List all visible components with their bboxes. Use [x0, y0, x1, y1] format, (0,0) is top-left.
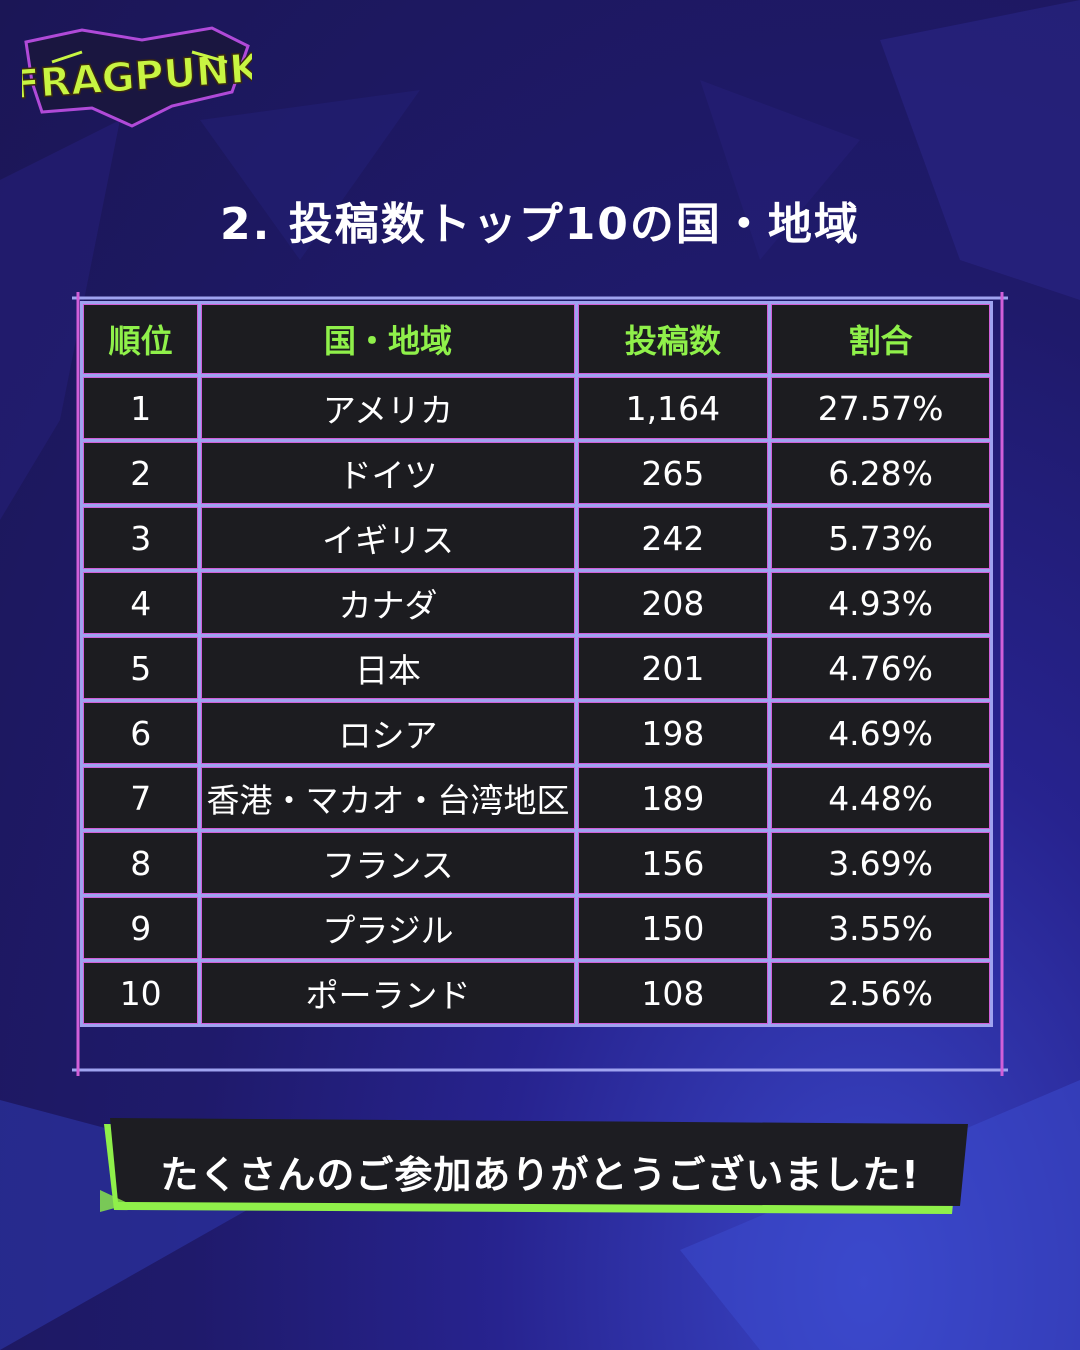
cell-posts: 156 [574, 829, 772, 897]
header-rank: 順位 [79, 301, 202, 377]
cell-share: 4.48% [768, 764, 993, 832]
cell-region: ポーランド [198, 959, 578, 1027]
table-row: 9 プラジル 150 3.55% [79, 894, 993, 962]
cell-share: 4.76% [768, 634, 993, 702]
cell-rank: 3 [79, 504, 202, 572]
cell-share: 4.69% [768, 699, 993, 767]
table-row: 5 日本 201 4.76% [79, 634, 993, 702]
cell-region: アメリカ [198, 374, 578, 442]
cell-posts: 265 [574, 439, 772, 507]
cell-share: 5.73% [768, 504, 993, 572]
table-row: 4 カナダ 208 4.93% [79, 569, 993, 637]
cell-region: フランス [198, 829, 578, 897]
cell-region: プラジル [198, 894, 578, 962]
cell-share: 3.69% [768, 829, 993, 897]
cell-rank: 4 [79, 569, 202, 637]
cell-rank: 1 [79, 374, 202, 442]
table-row: 7 香港・マカオ・台湾地区 189 4.48% [79, 764, 993, 832]
cell-region: ドイツ [198, 439, 578, 507]
fragpunk-logo: FRAGPUNK [22, 26, 252, 128]
header-posts: 投稿数 [574, 301, 772, 377]
table-row: 3 イギリス 242 5.73% [79, 504, 993, 572]
cell-region: イギリス [198, 504, 578, 572]
cell-region: 香港・マカオ・台湾地区 [198, 764, 578, 832]
cell-posts: 208 [574, 569, 772, 637]
table-frame-lines [72, 292, 1008, 1076]
table-row: 6 ロシア 198 4.69% [79, 699, 993, 767]
cell-region: ロシア [198, 699, 578, 767]
header-region: 国・地域 [198, 301, 578, 377]
cell-share: 2.56% [768, 959, 993, 1027]
cell-region: カナダ [198, 569, 578, 637]
ranking-table: 順位 国・地域 投稿数 割合 1 アメリカ 1,164 27.57% 2 ドイツ 265 6… [79, 301, 993, 1027]
cell-posts: 108 [574, 959, 772, 1027]
thanks-banner [100, 1118, 968, 1214]
table-row: 10 ポーランド 108 2.56% [79, 959, 993, 1027]
cell-rank: 6 [79, 699, 202, 767]
table-row: 8 フランス 156 3.69% [79, 829, 993, 897]
cell-posts: 242 [574, 504, 772, 572]
cell-share: 4.93% [768, 569, 993, 637]
cell-rank: 5 [79, 634, 202, 702]
cell-posts: 201 [574, 634, 772, 702]
table-row: 2 ドイツ 265 6.28% [79, 439, 993, 507]
cell-rank: 7 [79, 764, 202, 832]
thanks-message: たくさんのご参加ありがとうございました! [160, 1153, 920, 1197]
header-share: 割合 [768, 301, 993, 377]
page-title: 2. 投稿数トップ10の国・地域 [220, 199, 860, 250]
cell-share: 6.28% [768, 439, 993, 507]
cell-share: 27.57% [768, 374, 993, 442]
table-header-row: 順位 国・地域 投稿数 割合 [79, 301, 993, 377]
cell-region: 日本 [198, 634, 578, 702]
cell-rank: 9 [79, 894, 202, 962]
cell-posts: 189 [574, 764, 772, 832]
cell-posts: 150 [574, 894, 772, 962]
table-row: 1 アメリカ 1,164 27.57% [79, 374, 993, 442]
cell-posts: 198 [574, 699, 772, 767]
cell-rank: 8 [79, 829, 202, 897]
cell-rank: 10 [79, 959, 202, 1027]
cell-posts: 1,164 [574, 374, 772, 442]
cell-rank: 2 [79, 439, 202, 507]
cell-share: 3.55% [768, 894, 993, 962]
